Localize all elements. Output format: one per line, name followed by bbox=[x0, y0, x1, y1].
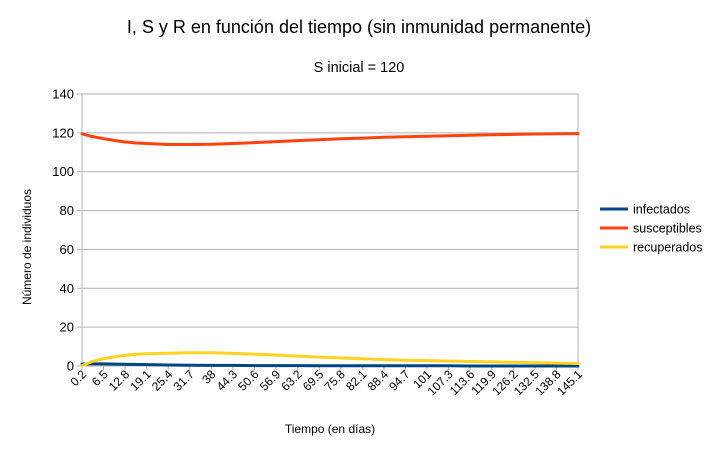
y-tick-label: 20 bbox=[60, 320, 74, 335]
x-tick-label: 31.7 bbox=[171, 367, 198, 394]
x-tick-label: 88.4 bbox=[365, 367, 392, 394]
legend: infectados susceptibles recuperados bbox=[600, 203, 703, 255]
y-tick-label: 120 bbox=[52, 125, 74, 140]
x-axis-ticks: 0.2 6.512.819.125.431.7 3844.350.656.963.2… bbox=[67, 366, 585, 398]
x-tick-label: 12.8 bbox=[106, 367, 133, 394]
x-tick-label: 145.1 bbox=[554, 367, 585, 398]
x-tick-label: 44.3 bbox=[214, 367, 241, 394]
chart-title: I, S y R en función del tiempo (sin inmu… bbox=[127, 17, 591, 37]
series-lines bbox=[80, 132, 580, 368]
x-tick-label: 75.8 bbox=[321, 367, 348, 394]
y-tick-label: 60 bbox=[60, 242, 74, 257]
x-axis-title: Tiempo (en días) bbox=[285, 422, 375, 436]
y-tick-label: 100 bbox=[52, 164, 74, 179]
y-tick-label: 140 bbox=[52, 87, 74, 102]
x-tick-label: 82.1 bbox=[343, 367, 370, 394]
legend-label-susceptibles: susceptibles bbox=[633, 222, 702, 236]
series-line-susceptibles bbox=[80, 132, 580, 146]
x-tick-label: 50.6 bbox=[235, 367, 262, 394]
gridlines bbox=[82, 132, 578, 328]
x-tick-label: 69.5 bbox=[300, 367, 327, 394]
chart-subtitle: S inicial = 120 bbox=[314, 60, 405, 76]
legend-label-recuperados: recuperados bbox=[633, 241, 703, 255]
legend-label-infectados: infectados bbox=[633, 203, 690, 217]
x-tick-label: 19.1 bbox=[127, 367, 154, 394]
series-line-infectados bbox=[80, 362, 580, 368]
y-tick-label: 40 bbox=[60, 281, 74, 296]
x-tick-label: 56.9 bbox=[257, 367, 284, 394]
y-axis-title: Número de individuos bbox=[20, 189, 34, 305]
y-tick-label: 0 bbox=[67, 359, 74, 374]
x-tick-label: 63.2 bbox=[278, 367, 305, 394]
series-line-recuperados bbox=[80, 351, 580, 368]
y-tick-label: 80 bbox=[60, 203, 74, 218]
y-axis-ticks: 0 20 40 60 80 100 120 140 bbox=[52, 87, 82, 374]
x-tick-label: 25.4 bbox=[149, 367, 176, 394]
x-tick-label: 94.7 bbox=[386, 367, 413, 394]
